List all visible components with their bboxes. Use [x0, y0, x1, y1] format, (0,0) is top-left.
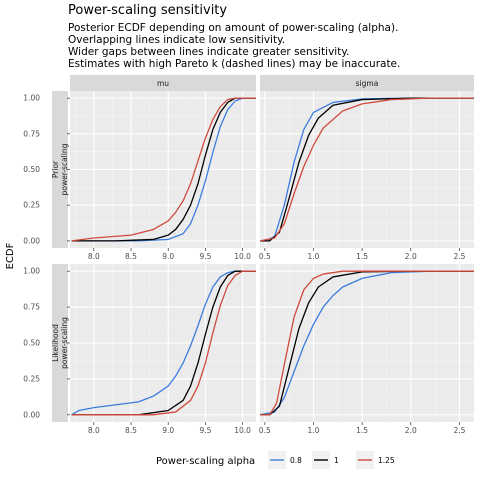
row-strip: Priorpower-scaling: [51, 91, 69, 248]
x-tick-label: 2.0: [405, 252, 417, 261]
row-strip-bg: [52, 91, 68, 248]
y-tick-label: 0.75: [23, 303, 40, 312]
x-tick-label: 2.5: [453, 252, 465, 261]
ecdf-line-alpha-1.25: [259, 97, 474, 242]
x-tick-label: 1.0: [308, 252, 320, 261]
legend: Power-scaling alpha 0.8 1 1.25: [156, 451, 395, 469]
x-tick-label: 10.0: [234, 252, 251, 261]
x-tick-label: 8.0: [88, 252, 100, 261]
column-strip-bg: [70, 75, 256, 91]
ecdf-line-alpha-1: [71, 270, 256, 416]
y-tick-label: 0.75: [23, 129, 40, 138]
x-tick-label: 2.5: [453, 426, 465, 435]
row-strip-label: Priorpower-scaling: [51, 143, 69, 195]
legend-item-1.25: 1.25: [356, 451, 395, 469]
row-strip-label: Likelihoodpower-scaling: [51, 317, 69, 369]
panel-sigma-likelihood: 0.5 1.0 1.5 2.0 2.5: [259, 264, 474, 435]
column-strip-sigma: sigma: [260, 75, 474, 91]
subtitle-line: Overlapping lines indicate low sensitivi…: [68, 34, 285, 46]
x-tick-label: 1.5: [356, 252, 368, 261]
y-tick-label: 1.00: [23, 94, 40, 103]
ecdf-line-alpha-0.8: [71, 270, 256, 416]
legend-title: Power-scaling alpha: [156, 456, 255, 467]
ecdf-line-alpha-1.25: [71, 97, 256, 242]
column-strip-bg: [260, 75, 474, 91]
legend-item-0.8: 0.8: [268, 451, 302, 469]
y-tick-label: 0.25: [23, 201, 40, 210]
x-tick-label: 0.5: [259, 426, 271, 435]
panel-mu-prior: 8.0 8.5 9.0 9.5 10.0 0.00 0.25 0.50 0.75 1.00: [23, 91, 256, 261]
ecdf-line-alpha-0.8: [71, 97, 256, 242]
y-tick-label: 0.00: [23, 410, 40, 419]
x-tick-label: 8.0: [88, 426, 100, 435]
panel-mu-likelihood: 8.0 8.5 9.0 9.5 10.0 0.00 0.25 0.50 0.75 1.00: [23, 264, 256, 435]
row-strip-label-line: power-scaling: [60, 317, 69, 369]
ecdf-line-alpha-1.25: [260, 270, 474, 416]
x-tick-label: 2.0: [405, 426, 417, 435]
row-strip-label-line: power-scaling: [60, 143, 69, 195]
row-strip-label-line: Prior: [51, 160, 60, 178]
legend-label: 1.25: [378, 456, 395, 465]
y-tick-label: 0.50: [23, 165, 40, 174]
x-tick-label: 9.0: [162, 426, 174, 435]
row-strip: Likelihoodpower-scaling: [51, 264, 69, 422]
legend-label: 1: [334, 456, 339, 465]
column-strip-mu: mu: [70, 75, 256, 91]
y-tick-label: 0.50: [23, 339, 40, 348]
chart-subtitle: Posterior ECDF depending on amount of po…: [68, 22, 400, 70]
column-strip-label: mu: [157, 79, 169, 88]
x-tick-label: 0.5: [259, 252, 271, 261]
x-tick-label: 9.0: [162, 252, 174, 261]
x-tick-label: 8.5: [125, 252, 137, 261]
facet-grid: mu sigmaPriorpower-scalingLikelihoodpower…: [23, 75, 474, 435]
subtitle-line: Wider gaps between lines indicate greate…: [68, 46, 349, 58]
x-tick-label: 1.5: [356, 426, 368, 435]
chart-title: Power-scaling sensitivity: [68, 3, 227, 18]
legend-label: 0.8: [290, 456, 302, 465]
row-strip-label-line: Likelihood: [51, 324, 60, 362]
x-tick-label: 9.5: [199, 252, 211, 261]
y-tick-label: 0.00: [23, 236, 40, 245]
subtitle-line: Posterior ECDF depending on amount of po…: [68, 22, 398, 34]
x-tick-label: 8.5: [125, 426, 137, 435]
legend-item-1: 1: [312, 451, 339, 469]
x-tick-label: 1.0: [308, 426, 320, 435]
ecdf-line-alpha-1.25: [71, 270, 256, 416]
subtitle-line: Estimates with high Pareto k (dashed lin…: [68, 58, 400, 70]
y-tick-label: 1.00: [23, 267, 40, 276]
x-tick-label: 9.5: [199, 426, 211, 435]
y-tick-label: 0.25: [23, 374, 40, 383]
row-strip-bg: [52, 264, 68, 422]
ecdf-line-alpha-1: [71, 97, 256, 242]
ecdf-line-alpha-0.8: [259, 270, 474, 416]
column-strip-label: sigma: [356, 79, 379, 88]
panel-sigma-prior: 0.5 1.0 1.5 2.0 2.5: [259, 91, 474, 261]
y-axis-title: ECDF: [5, 242, 16, 269]
x-tick-label: 10.0: [234, 426, 251, 435]
